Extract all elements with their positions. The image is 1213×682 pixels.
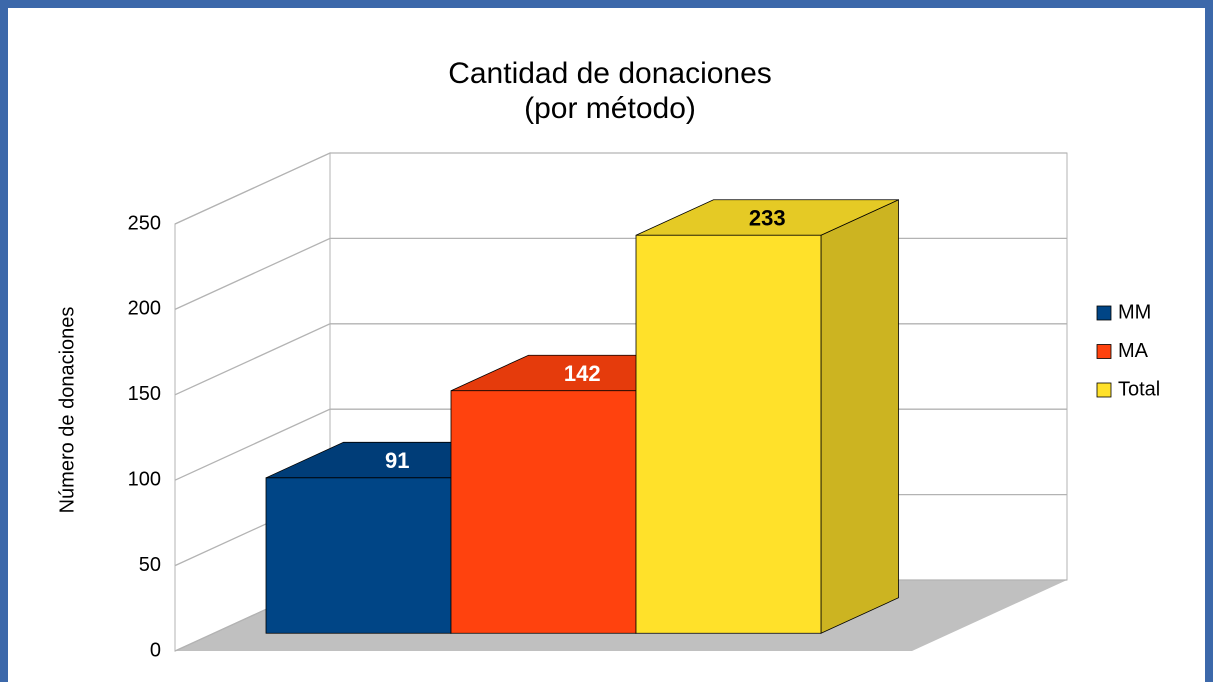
y-tick-label: 0 xyxy=(150,639,161,661)
bar xyxy=(265,477,452,634)
chart-title: Cantidad de donaciones xyxy=(448,57,772,90)
legend-label: MM xyxy=(1118,301,1151,323)
y-tick-label: 150 xyxy=(128,383,161,405)
value-label: 233 xyxy=(749,205,786,230)
legend-label: Total xyxy=(1118,378,1160,400)
bar-side-shade xyxy=(821,199,899,634)
bar xyxy=(635,234,822,634)
chart-subtitle: (por método) xyxy=(524,92,696,125)
legend-swatch xyxy=(1096,305,1112,321)
grid-line xyxy=(174,152,1067,225)
bar xyxy=(450,390,637,634)
y-tick-label: 250 xyxy=(128,212,161,234)
value-label: 91 xyxy=(385,448,409,473)
y-tick-label: 200 xyxy=(128,298,161,320)
y-axis-label: Número de donaciones xyxy=(56,307,78,514)
chart: Cantidad de donaciones (por método) Núme… xyxy=(56,57,1160,661)
value-label: 142 xyxy=(564,361,601,386)
legend-label: MA xyxy=(1118,340,1149,362)
legend-swatch xyxy=(1096,344,1112,359)
bar-top-shade xyxy=(636,199,899,236)
y-tick-label: 50 xyxy=(139,554,161,576)
y-tick-label: 100 xyxy=(128,468,161,490)
legend-swatch xyxy=(1096,382,1112,398)
